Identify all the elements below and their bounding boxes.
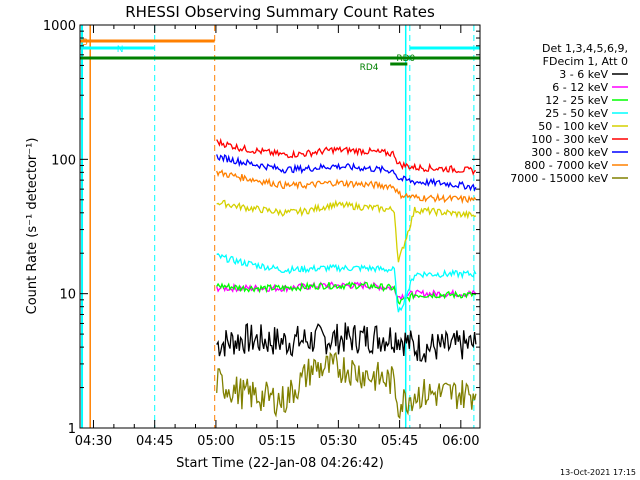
axes: 1 10 100 1000 04:30 04:45 05:00 05:15 05:30 05:45…	[43, 19, 481, 449]
series-line-0	[216, 322, 477, 363]
series-line-8	[216, 351, 477, 420]
x-tick-label: 04:45	[136, 434, 173, 449]
x-tick-label: 05:30	[320, 434, 357, 449]
x-tick-label: 05:00	[197, 434, 234, 449]
series-line-7	[216, 169, 477, 205]
legend-label-7: 800 - 7000 keV	[524, 159, 608, 172]
chart-title: RHESSI Observing Summary Count Rates	[125, 3, 435, 21]
legend-header-1: FDecim 1, Att 0	[543, 55, 628, 68]
x-tick-label: 05:15	[258, 434, 295, 449]
legend-header-0: Det 1,3,4,5,6,9,	[542, 42, 628, 55]
legend-label-3: 25 - 50 keV	[545, 107, 608, 120]
plot-frame	[79, 24, 481, 429]
x-tick-label: 04:30	[75, 434, 112, 449]
x-axis-label: Start Time (22-Jan-08 04:26:42)	[176, 456, 384, 471]
series-layer	[216, 137, 477, 420]
series-line-4	[216, 199, 477, 263]
legend-label-5: 100 - 300 keV	[531, 133, 608, 146]
annotation-n: N	[117, 45, 124, 55]
annotation-rd4: RD4	[360, 63, 379, 73]
legend-label-6: 300 - 800 keV	[531, 146, 608, 159]
y-tick-label: 10	[59, 288, 76, 303]
series-line-5	[216, 137, 476, 176]
x-tick-label: 06:00	[442, 434, 479, 449]
annotation-rd0: RD0	[396, 54, 415, 64]
annotation-s: S	[82, 38, 88, 48]
legend-label-2: 12 - 25 keV	[545, 94, 608, 107]
series-line-6	[216, 153, 477, 192]
y-axis-label: Count Rate (s⁻¹ detector⁻¹)	[25, 138, 40, 315]
footer-timestamp: 13-Oct-2021 17:15	[560, 468, 636, 477]
x-tick-label: 05:45	[381, 434, 418, 449]
y-tick-label: 100	[51, 153, 76, 168]
series-line-3	[216, 252, 477, 313]
y-tick-label: 1	[68, 422, 76, 437]
legend-label-1: 6 - 12 keV	[552, 81, 608, 94]
legend-label-0: 3 - 6 keV	[559, 68, 608, 81]
y-tick-label: 1000	[43, 19, 76, 34]
legend: Det 1,3,4,5,6,9,FDecim 1, Att 03 - 6 keV…	[510, 42, 628, 185]
event-markers: S N RD0 RD4	[80, 25, 480, 428]
legend-label-8: 7000 - 15000 keV	[510, 172, 608, 185]
legend-label-4: 50 - 100 keV	[538, 120, 608, 133]
series-line-2	[216, 281, 477, 305]
